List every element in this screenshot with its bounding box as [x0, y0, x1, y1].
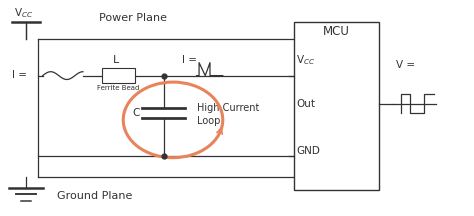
Text: Power Plane: Power Plane: [99, 13, 167, 23]
Text: V$_{CC}$: V$_{CC}$: [14, 6, 34, 20]
Bar: [294, 22, 379, 190]
Text: V =: V =: [396, 60, 415, 70]
Text: I =: I =: [182, 55, 198, 65]
Text: Out: Out: [296, 99, 315, 109]
Text: GND: GND: [296, 146, 320, 156]
Text: V$_{CC}$: V$_{CC}$: [296, 54, 316, 67]
Text: L: L: [113, 55, 119, 65]
Text: Ground Plane: Ground Plane: [57, 191, 133, 201]
Text: MCU: MCU: [323, 25, 350, 38]
Text: C: C: [132, 108, 140, 118]
Text: Ferrite Bead: Ferrite Bead: [97, 85, 140, 91]
Text: Loop: Loop: [197, 116, 220, 126]
Text: I =: I =: [12, 70, 27, 79]
Text: High Current: High Current: [197, 103, 259, 113]
Bar: [102, 68, 135, 83]
